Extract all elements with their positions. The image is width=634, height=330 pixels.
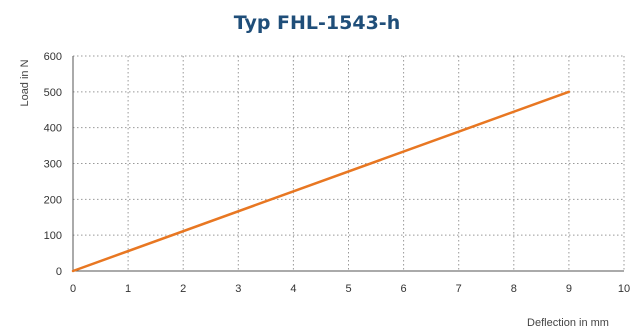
x-tick-label: 3 xyxy=(235,283,241,295)
y-tick-label: 300 xyxy=(44,159,62,171)
x-tick-label: 7 xyxy=(456,283,462,295)
series-line xyxy=(71,90,571,273)
x-axis-label: Deflection in mm xyxy=(527,317,609,329)
y-tick-label: 400 xyxy=(44,123,62,135)
series-lines xyxy=(71,90,571,273)
y-tick-label: 600 xyxy=(44,51,62,63)
x-tick-label: 6 xyxy=(401,283,407,295)
x-tick-label: 9 xyxy=(566,283,572,295)
x-tick-label: 1 xyxy=(125,283,131,295)
axes xyxy=(72,56,624,272)
y-tick-label: 0 xyxy=(56,266,62,278)
x-tick-label: 8 xyxy=(511,283,517,295)
x-tick-label: 5 xyxy=(345,283,351,295)
x-tick-label: 4 xyxy=(290,283,296,295)
chart-title: Typ FHL-1543-h xyxy=(233,12,401,34)
y-tick-label: 100 xyxy=(44,230,62,242)
y-tick-labels: 0 100 200 300 400 500 600 xyxy=(44,51,62,278)
y-tick-label: 200 xyxy=(44,194,62,206)
x-tick-label: 2 xyxy=(180,283,186,295)
grid-lines xyxy=(73,55,625,271)
x-tick-label: 10 xyxy=(618,283,630,295)
y-tick-label: 500 xyxy=(44,87,62,99)
y-axis-label: Load in N xyxy=(19,59,31,106)
x-tick-labels: 0 1 2 3 4 5 6 7 8 9 10 xyxy=(70,283,630,295)
x-tick-label: 0 xyxy=(70,283,76,295)
